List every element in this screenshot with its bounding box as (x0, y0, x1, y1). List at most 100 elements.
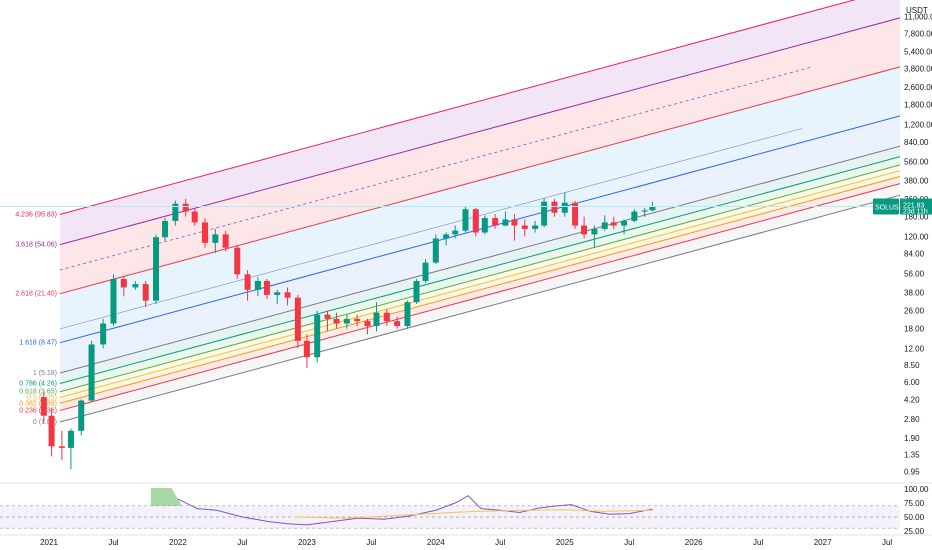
time-tick-label: 2024 (427, 538, 445, 547)
fib-level-label: 0 (1.89) (33, 419, 57, 426)
candle-body (631, 211, 638, 221)
time-tick-label: 2022 (169, 538, 187, 547)
fib-level-line-8 (59, 66, 901, 295)
price-axis[interactable]: USDT 11,000.00 7,800.00 5,400.00 3,800.00 2,… (904, 6, 932, 477)
rsi-pane[interactable]: 100.00 75.00 50.00 25.00 (0, 482, 932, 536)
candle-body (48, 415, 55, 447)
candle-body (67, 430, 74, 448)
price-tick-label: 7,800.00 (904, 29, 932, 38)
candle-body (561, 202, 568, 213)
candle-body (263, 280, 270, 295)
price-tick-label: 180.00 (904, 213, 929, 222)
price-tick-label: 12.00 (904, 344, 925, 353)
rsi-tick-label: 75.00 (904, 499, 925, 508)
candlestick-series[interactable] (40, 192, 656, 470)
price-tick-label: 5,400.00 (904, 47, 932, 56)
candle-body (303, 340, 310, 358)
rsi-tick-label: 100.00 (904, 485, 929, 494)
candle-body (244, 274, 251, 290)
candle-body (472, 209, 479, 233)
rsi-ma-line (293, 509, 653, 519)
price-tick-label: 38.00 (904, 288, 925, 297)
candle-body (100, 323, 107, 345)
candle-body (601, 222, 608, 229)
candle-body (324, 314, 331, 319)
badge-symbol-box (873, 198, 899, 215)
badge-price: 221.83 (903, 203, 925, 210)
candle-body (333, 318, 340, 324)
fib-level-label: 4.236 (95.83) (15, 211, 57, 218)
candle-body (274, 292, 281, 295)
candle-body (422, 262, 429, 281)
candle-body (234, 247, 241, 275)
candle-body (541, 201, 548, 226)
candle-body (294, 297, 301, 341)
price-tick-label: 1.90 (904, 434, 920, 443)
badge-price-box (900, 198, 932, 215)
fib-zone-9 (60, 0, 900, 245)
candle-body (354, 318, 361, 322)
price-tick-label: 56.00 (904, 269, 925, 278)
candle-body (172, 203, 179, 221)
time-tick-label: Jul (108, 538, 118, 547)
fib-zone-7 (60, 66, 900, 343)
time-axis[interactable]: 2021 Jul 2022 Jul 2023 Jul 2024 Jul 2025 Jul 2026 J… (0, 534, 932, 547)
fib-channel-fills (60, 0, 900, 423)
fib-zone-5 (60, 146, 900, 384)
fib-level-label: 1 (5.18) (33, 370, 57, 377)
fib-zone-3 (60, 164, 900, 398)
candle-body (142, 284, 149, 301)
candle-body (88, 344, 95, 401)
currency-label: USDT (906, 6, 928, 15)
fib-level-line-4 (59, 164, 901, 393)
fib-zone-8 (60, 17, 900, 294)
candle-body (404, 302, 411, 326)
price-tick-label: 26.00 (904, 307, 925, 316)
candle-body (551, 201, 558, 213)
fib-thin-line (59, 128, 803, 330)
fib-level-line-10 (59, 0, 856, 215)
fib-level-label: 0.618 (3.65) (19, 389, 57, 396)
candle-body (581, 225, 588, 235)
candle-body (383, 312, 390, 322)
candle-body (572, 202, 579, 226)
candle-body (443, 234, 450, 239)
candle-body (394, 321, 401, 326)
rsi-tick-label: 25.00 (904, 527, 925, 536)
candle-body (343, 318, 350, 324)
fib-zone-4 (60, 156, 900, 392)
candle-body (532, 225, 539, 229)
candle-body (284, 292, 291, 298)
candle-body (254, 280, 261, 290)
fib-dashed-line (59, 66, 813, 271)
price-tick-label: 3,800.00 (904, 64, 932, 73)
fib-level-line-7 (59, 115, 901, 344)
candle-body (413, 280, 420, 303)
candle-body (182, 203, 189, 212)
fib-zone-1 (60, 176, 900, 411)
fib-level-line-6 (59, 145, 901, 374)
fib-zone-2 (60, 170, 900, 404)
time-tick-label: Jul (237, 538, 247, 547)
price-tick-label: 8.50 (904, 361, 920, 370)
candle-body (222, 234, 229, 248)
price-tick-label: 560.00 (904, 157, 929, 166)
candle-body (58, 446, 65, 448)
badge-symbol: SOLUSDT (875, 205, 909, 212)
fib-level-line-2 (59, 175, 901, 404)
candle-body (212, 234, 219, 243)
price-tick-label: 1.35 (904, 451, 920, 460)
candle-body (191, 211, 198, 223)
candle-body (462, 209, 469, 231)
time-tick-label: 2021 (40, 538, 58, 547)
candle-body (452, 230, 459, 235)
candle-body (502, 219, 509, 226)
fib-zone-0 (60, 183, 900, 423)
badge-countdown: 23d 11h (903, 209, 928, 216)
fib-channel-lines (59, 0, 901, 423)
candle-body (492, 218, 499, 226)
price-tick-label: 380.00 (904, 176, 929, 185)
time-tick-label: Jul (366, 538, 376, 547)
